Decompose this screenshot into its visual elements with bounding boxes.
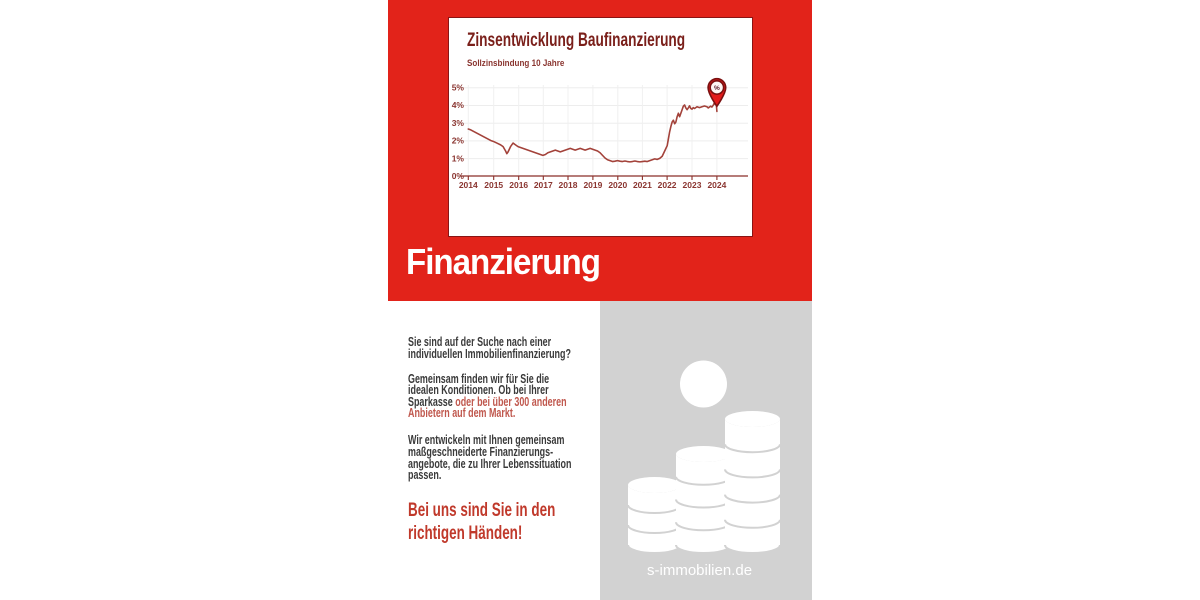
svg-text:2017: 2017 [534, 180, 553, 190]
svg-text:%: % [714, 85, 720, 92]
svg-text:3%: 3% [452, 118, 465, 128]
svg-text:4%: 4% [452, 100, 465, 110]
svg-text:2019: 2019 [583, 180, 602, 190]
svg-text:2018: 2018 [559, 180, 578, 190]
svg-text:2020: 2020 [608, 180, 627, 190]
svg-text:5%: 5% [452, 83, 465, 93]
svg-text:2015: 2015 [484, 180, 503, 190]
svg-text:2023: 2023 [683, 180, 702, 190]
svg-text:2016: 2016 [509, 180, 528, 190]
svg-text:2%: 2% [452, 136, 465, 146]
svg-text:2021: 2021 [633, 180, 652, 190]
svg-text:2024: 2024 [707, 180, 726, 190]
svg-text:2014: 2014 [459, 180, 478, 190]
svg-text:1%: 1% [452, 153, 465, 163]
svg-text:2022: 2022 [658, 180, 677, 190]
